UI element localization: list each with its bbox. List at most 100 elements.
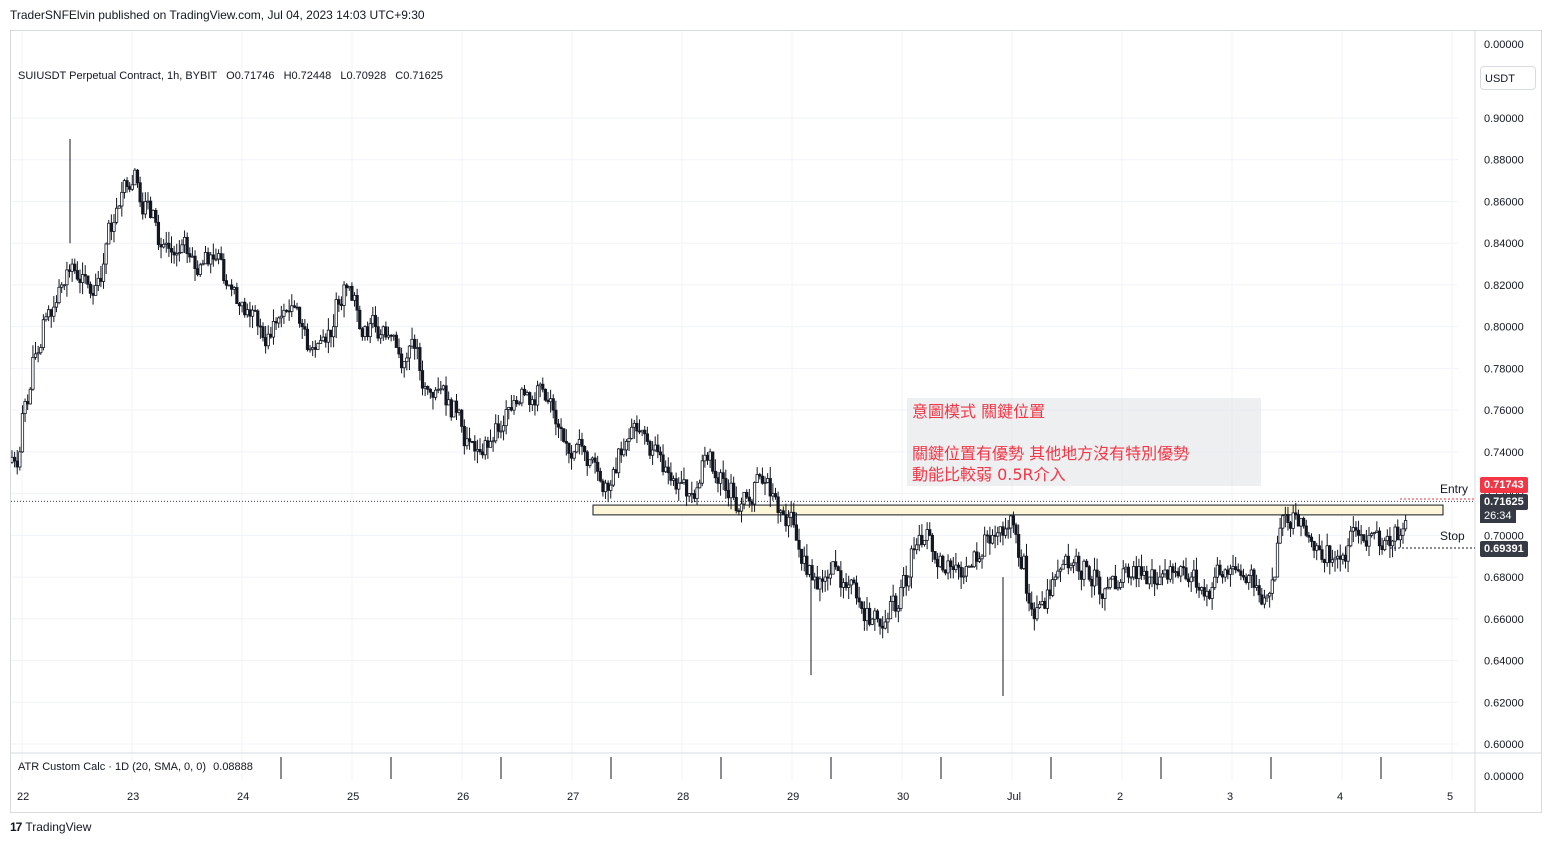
candle-body <box>883 621 887 629</box>
y-tick-label: 0.78000 <box>1484 363 1524 375</box>
candle-body <box>656 444 660 453</box>
candle-body <box>1134 566 1138 580</box>
candle-body <box>269 333 273 338</box>
candle-body <box>399 353 404 369</box>
candle-body <box>295 306 299 309</box>
candle-body <box>141 201 145 215</box>
candle-body <box>695 487 699 499</box>
candle-body <box>342 284 346 306</box>
candle-body <box>1150 569 1154 578</box>
key-zone <box>592 504 1444 516</box>
candle-body <box>637 430 642 433</box>
candle-body <box>1343 554 1348 562</box>
candle-body <box>214 258 218 261</box>
candle-body <box>237 303 242 307</box>
candle-body <box>1137 566 1141 580</box>
candle-body <box>684 479 689 497</box>
candle-body <box>227 284 231 287</box>
candle-body <box>632 422 636 428</box>
candle-body <box>577 439 581 445</box>
candle-body <box>447 399 451 406</box>
candle-body <box>138 182 142 203</box>
candle-body <box>28 388 32 405</box>
candle-body <box>1312 540 1316 551</box>
candle-body <box>1090 578 1094 587</box>
candle-body <box>993 534 997 537</box>
candle-body <box>1249 569 1253 576</box>
candle-body <box>462 426 466 447</box>
price-chart[interactable]: 0.90000 0.88000 0.86000 0.84000 0.82000 0.800… <box>11 31 1541 812</box>
candle-body <box>420 370 425 389</box>
candle-body <box>1200 587 1204 591</box>
candle-body <box>86 275 90 285</box>
candle-body <box>912 548 916 551</box>
candle-body <box>73 263 77 271</box>
candle-body <box>1129 576 1133 579</box>
candle-body <box>755 474 759 484</box>
candle-body <box>164 242 168 245</box>
candle-body <box>569 453 574 459</box>
candle-body <box>83 274 87 277</box>
candle-body <box>96 277 100 286</box>
candle-body <box>91 292 95 296</box>
candle-body <box>206 252 210 265</box>
stop-label: Stop <box>1440 529 1465 543</box>
candle-body <box>891 595 895 602</box>
candle-body <box>465 438 469 447</box>
candle-body <box>818 578 822 590</box>
note-line-3: 關鍵位置有優勢 其他地方沒有特別優勢 <box>912 444 1190 463</box>
candle-body <box>752 482 757 505</box>
candle-body <box>1103 588 1107 599</box>
candle-body <box>1001 526 1005 536</box>
candle-body <box>1105 587 1110 590</box>
candle-body <box>151 209 155 218</box>
candle-body <box>956 564 961 568</box>
candle-body <box>381 326 385 336</box>
candle-body <box>1079 570 1083 580</box>
candle-body <box>332 326 336 338</box>
candle-body <box>507 407 511 410</box>
candle-body <box>1163 569 1167 575</box>
candle-body <box>1325 545 1329 564</box>
candle-body <box>1171 566 1175 573</box>
candle-body <box>365 326 370 338</box>
candle-body <box>169 248 174 253</box>
candle-body <box>410 338 414 347</box>
candle-body <box>805 555 809 575</box>
candle-body <box>1019 557 1023 569</box>
candle-body <box>245 309 249 316</box>
candle-body <box>488 441 493 448</box>
candle-body <box>470 441 474 443</box>
candle-body <box>930 534 934 552</box>
candle-body <box>1404 520 1408 530</box>
candle-body <box>439 388 443 391</box>
tradingview-logo[interactable]: 17 TradingView <box>10 820 91 834</box>
candle-body <box>1186 578 1191 583</box>
candle-body <box>1364 540 1368 547</box>
candle-body <box>389 334 393 337</box>
candle-body <box>23 401 27 414</box>
candle-body <box>645 433 649 442</box>
candle-body <box>1108 578 1112 588</box>
candle-body <box>630 426 634 439</box>
candle-body <box>724 478 728 491</box>
chart-area[interactable]: 0.90000 0.88000 0.86000 0.84000 0.82000 0.800… <box>10 30 1542 813</box>
candle-body <box>483 440 487 456</box>
candle-body <box>1380 545 1384 551</box>
candle-body <box>1032 608 1036 620</box>
candle-body <box>664 466 668 473</box>
candle-body <box>1213 576 1217 588</box>
candle-body <box>1100 593 1104 599</box>
candle-body <box>564 441 568 444</box>
candle-body <box>1283 514 1287 517</box>
candle-body <box>525 392 529 396</box>
candle-body <box>423 386 427 389</box>
candle-body <box>135 169 140 184</box>
candle-body <box>1398 534 1402 541</box>
candle-body <box>603 482 608 493</box>
candle-body <box>360 328 364 338</box>
currency-button[interactable]: USDT <box>1480 66 1536 90</box>
candle-body <box>60 284 64 288</box>
entry-price-badge: 0.71743 <box>1480 477 1528 493</box>
candle-body <box>457 409 461 413</box>
